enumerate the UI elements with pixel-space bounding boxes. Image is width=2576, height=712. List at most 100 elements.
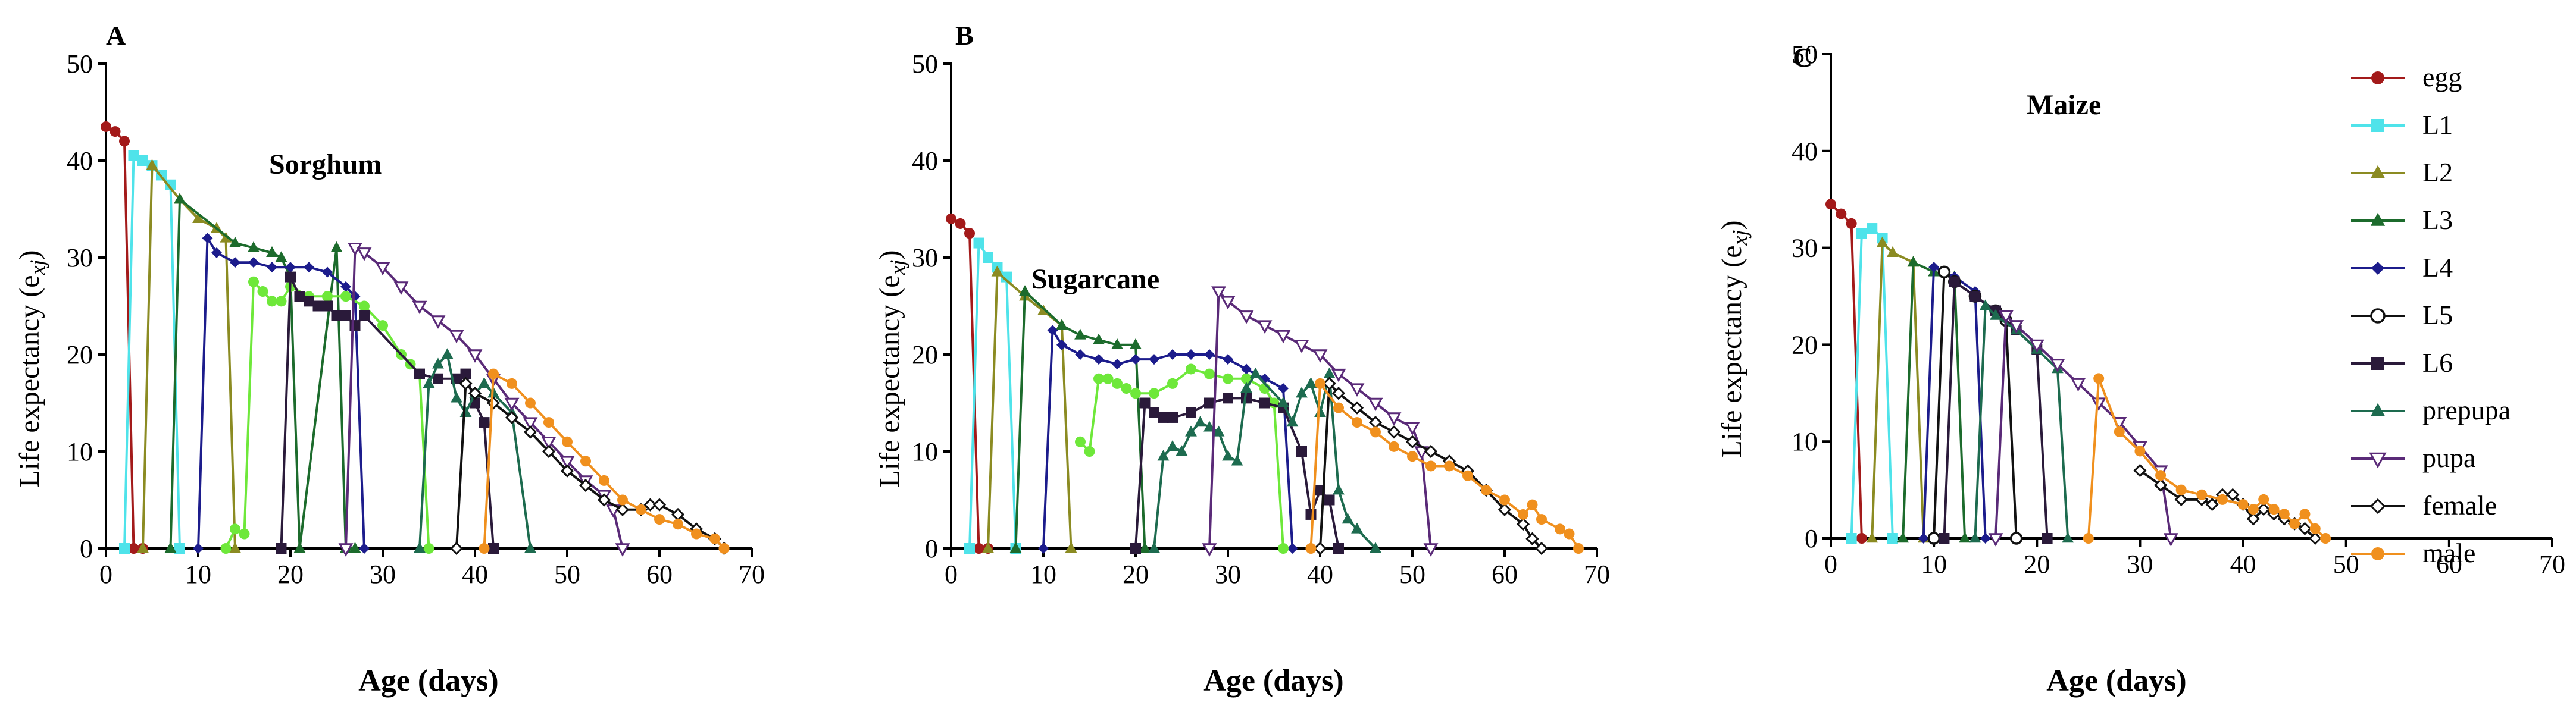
data-point-a-female-10 bbox=[615, 503, 630, 516]
data-point-b-male-11 bbox=[1499, 494, 1510, 506]
data-point-c-l1-2 bbox=[1867, 223, 1878, 234]
data-point-a-female-7 bbox=[560, 464, 574, 478]
y-tick-label-a-50: 50 bbox=[67, 49, 93, 79]
data-point-c-prepupa-1 bbox=[1979, 299, 1992, 310]
data-point-b-sorghum-extra-8 bbox=[1167, 378, 1178, 389]
data-point-a-pupa-2 bbox=[357, 247, 372, 261]
data-point-a-sorghum-extra-9 bbox=[322, 291, 333, 302]
series-line-a-l4 bbox=[197, 237, 365, 549]
data-point-b-prepupa-2 bbox=[1167, 440, 1178, 451]
data-point-b-prepupa-4 bbox=[1185, 425, 1197, 437]
legend-marker-male bbox=[2371, 547, 2384, 560]
data-point-c-female-1 bbox=[2153, 478, 2168, 492]
data-point-c-pupa-1 bbox=[1998, 310, 2014, 324]
y-tick-label-a-40: 40 bbox=[67, 146, 93, 175]
data-point-a-male-1 bbox=[488, 368, 499, 379]
data-point-c-l2-2 bbox=[1886, 246, 1899, 257]
data-point-b-female-13 bbox=[1525, 532, 1539, 545]
data-point-b-sorghum-extra-5 bbox=[1121, 383, 1132, 394]
data-point-a-l6-0 bbox=[276, 543, 287, 554]
data-point-c-pupa-0 bbox=[1988, 533, 2003, 547]
y-axis-title-b-close: ) bbox=[874, 250, 905, 259]
data-point-b-female-7 bbox=[1424, 444, 1438, 459]
data-point-b-egg-0 bbox=[946, 213, 956, 224]
data-point-a-female-0 bbox=[449, 541, 464, 556]
data-point-c-prepupa-2 bbox=[1990, 309, 2002, 320]
data-point-b-prepupa-0 bbox=[1148, 542, 1160, 553]
data-point-b-sorghum-extra-9 bbox=[1186, 363, 1196, 375]
legend-marker-l4 bbox=[2371, 262, 2384, 275]
data-point-b-prepupa-6 bbox=[1203, 421, 1215, 432]
legend-label-prepupa: prepupa bbox=[2422, 395, 2511, 425]
data-point-a-l4-3 bbox=[230, 257, 240, 268]
data-point-b-l3-6 bbox=[1130, 338, 1142, 349]
legend-marker-l5 bbox=[2370, 308, 2386, 324]
data-point-a-egg-3 bbox=[128, 543, 139, 554]
data-point-a-l6-1 bbox=[285, 271, 296, 283]
data-point-a-pupa-0 bbox=[338, 543, 354, 557]
x-tick-label-b-10: 10 bbox=[1030, 560, 1056, 589]
data-point-b-prepupa-10 bbox=[1240, 382, 1252, 393]
legend-label-l5: L5 bbox=[2422, 300, 2453, 330]
data-point-a-male-13 bbox=[709, 533, 720, 544]
data-point-a-prepupa-10 bbox=[524, 542, 536, 553]
data-point-c-male-14 bbox=[2299, 509, 2311, 520]
data-point-c-l1-1 bbox=[1856, 228, 1867, 239]
data-point-a-l1-0 bbox=[119, 543, 130, 554]
data-point-a-prepupa-0 bbox=[414, 542, 426, 553]
data-point-b-pupa-2 bbox=[1220, 296, 1236, 310]
series-line-b-sorghum-extra bbox=[1079, 368, 1284, 549]
data-point-a-female-6 bbox=[542, 444, 556, 459]
data-point-b-prepupa-17 bbox=[1323, 367, 1336, 378]
series-line-b-egg bbox=[951, 218, 988, 550]
data-point-b-pupa-8 bbox=[1331, 368, 1346, 382]
y-axis-title-a: Life expectancy (exj) bbox=[14, 250, 49, 487]
data-point-c-pupa-5 bbox=[2071, 378, 2086, 392]
data-point-b-l4-15 bbox=[1287, 543, 1298, 554]
x-tick-label-a-30: 30 bbox=[370, 560, 396, 589]
data-point-a-sorghum-extra-1 bbox=[230, 523, 240, 535]
panel-letter-c: C bbox=[1793, 42, 1812, 73]
data-point-b-l1-2 bbox=[983, 252, 993, 263]
data-point-a-l6-6 bbox=[331, 310, 342, 321]
data-point-b-l2-1 bbox=[991, 265, 1003, 277]
legend-label-egg: egg bbox=[2422, 62, 2462, 92]
data-point-b-male-2 bbox=[1333, 402, 1344, 413]
series-line-c-male bbox=[2087, 377, 2327, 540]
data-point-b-l1-1 bbox=[973, 237, 984, 249]
data-point-a-egg-1 bbox=[110, 126, 121, 137]
data-point-b-l6-7 bbox=[1223, 393, 1233, 404]
legend-marker-l2 bbox=[2370, 165, 2386, 178]
data-point-a-sorghum-extra-4 bbox=[257, 286, 268, 297]
data-point-c-male-11 bbox=[2268, 504, 2280, 515]
data-point-b-l4-6 bbox=[1130, 354, 1141, 365]
data-point-b-male-4 bbox=[1370, 426, 1381, 438]
data-point-a-sorghum-extra-0 bbox=[220, 543, 232, 554]
data-point-a-male-8 bbox=[617, 494, 628, 506]
data-point-b-egg-1 bbox=[955, 218, 966, 229]
legend-label-l4: L4 bbox=[2422, 252, 2453, 283]
data-point-a-pupa-5 bbox=[412, 300, 427, 315]
data-point-b-female-6 bbox=[1405, 435, 1420, 448]
data-point-a-l3-0 bbox=[164, 542, 177, 553]
data-point-b-sorghum-extra-6 bbox=[1130, 388, 1141, 399]
x-tick-label-b-70: 70 bbox=[1584, 560, 1610, 589]
x-tick-label-b-60: 60 bbox=[1492, 560, 1518, 589]
data-point-b-female-3 bbox=[1350, 401, 1364, 415]
data-point-c-pupa-10 bbox=[2163, 533, 2178, 547]
data-point-b-pupa-7 bbox=[1312, 349, 1328, 363]
x-tick-label-a-0: 0 bbox=[99, 560, 112, 589]
data-point-c-female-8 bbox=[2246, 512, 2261, 526]
y-axis-title-b-main: Life expectancy (e bbox=[874, 275, 905, 487]
data-point-b-female-1 bbox=[1323, 377, 1336, 391]
data-point-b-pupa-11 bbox=[1386, 412, 1402, 426]
data-point-c-female-4 bbox=[2205, 497, 2219, 512]
legend-label-l2: L2 bbox=[2422, 157, 2453, 187]
data-point-b-l3-0 bbox=[1009, 542, 1022, 553]
data-point-b-female-14 bbox=[1534, 541, 1549, 556]
data-point-b-prepupa-8 bbox=[1222, 450, 1234, 461]
legend-label-female: female bbox=[2422, 490, 2497, 520]
data-point-a-prepupa-2 bbox=[432, 357, 444, 369]
legend-marker-pupa bbox=[2369, 452, 2387, 469]
data-point-b-prepupa-18 bbox=[1333, 484, 1345, 495]
